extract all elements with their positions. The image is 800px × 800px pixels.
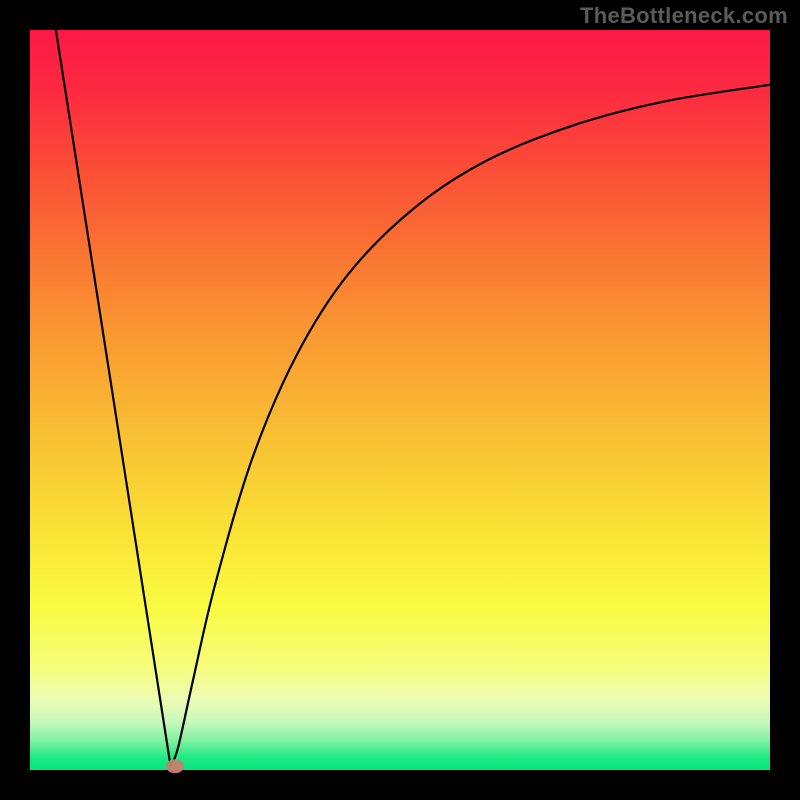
bottleneck-curve-chart xyxy=(0,0,800,800)
minimum-marker xyxy=(166,759,184,773)
attribution-label: TheBottleneck.com xyxy=(580,3,788,29)
chart-container: TheBottleneck.com xyxy=(0,0,800,800)
plot-background xyxy=(30,30,770,770)
